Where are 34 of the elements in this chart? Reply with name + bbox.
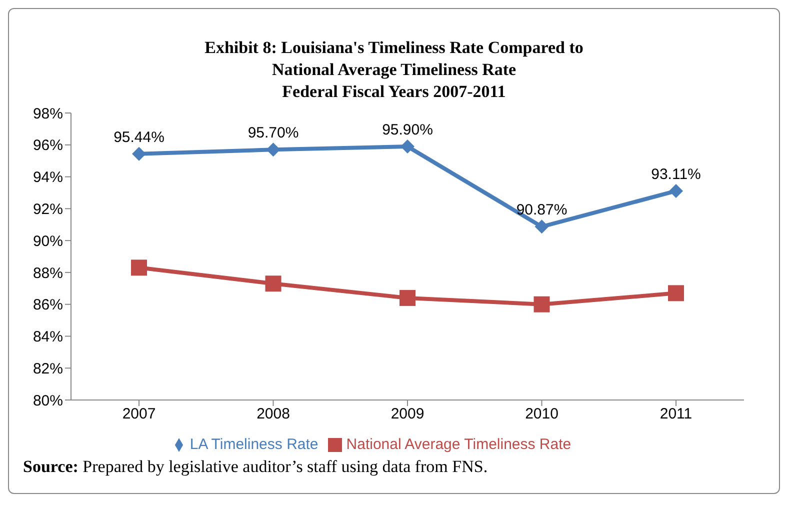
x-tick-label: 2011 [660,406,692,423]
data-label: 95.90% [382,121,433,138]
data-label: 93.11% [651,166,701,183]
y-tick-label: 86% [32,296,63,314]
point [400,139,414,154]
point [131,260,147,276]
x-tick-label: 2008 [256,406,290,423]
y-tick-label: 92% [32,200,63,218]
legend-label: National Average Timeliness Rate [346,436,572,453]
point [266,142,280,157]
data-label: 95.70% [248,124,299,142]
point [668,285,684,302]
y-tick-label: 80% [32,392,63,410]
x-tick-label: 2010 [525,406,558,423]
point [132,146,146,161]
y-tick-label: 82% [32,360,63,378]
point [265,276,282,292]
point [669,184,683,198]
point [534,296,550,312]
y-tick-label: 88% [32,264,63,282]
x-tick-label: 2009 [390,406,424,423]
y-tick-label: 96% [32,137,63,154]
point [534,220,549,234]
data-label: 95.44% [114,128,164,146]
source-note: Source: Prepared by legislative auditor’s staff using data from FNS. [23,457,488,476]
y-tick-label: 90% [32,232,63,250]
y-tick-label: 84% [32,328,63,346]
point [400,290,416,306]
y-tick-label: 98% [32,105,63,122]
legend-label: LA Timeliness Rate [190,436,318,453]
x-tick-label: 2007 [122,406,156,423]
data-label: 90.87% [516,202,568,219]
y-tick-label: 94% [32,169,63,186]
chart-title: Exhibit 8: Louisiana's Timeliness Rate Compared to National Average Timeliness Rate Federal Fiscal Years 2007-2011 [204,37,584,103]
